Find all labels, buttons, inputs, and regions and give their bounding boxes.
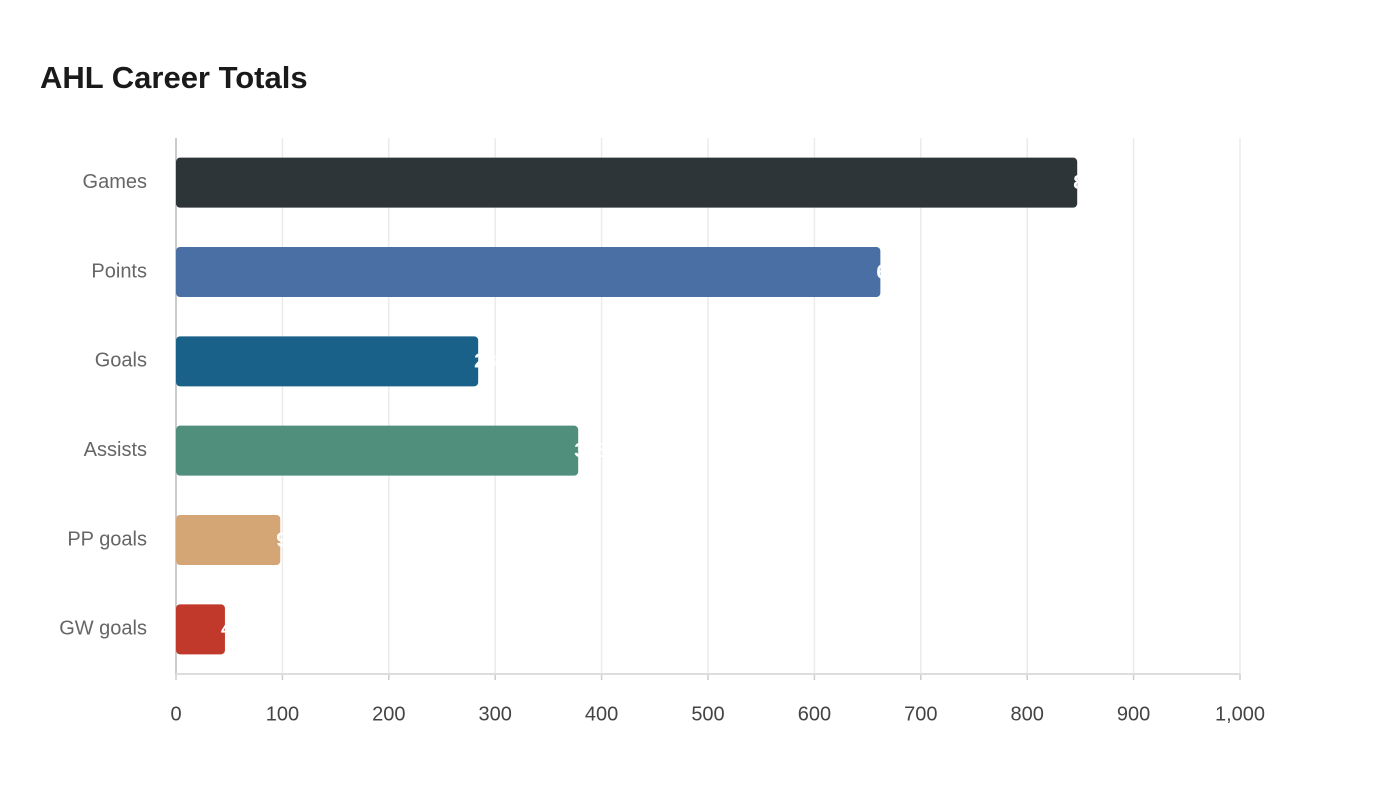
bar (176, 604, 225, 655)
y-tick-label: Points (91, 260, 147, 282)
y-tick-label: Assists (84, 439, 147, 461)
x-tick-label: 700 (904, 703, 937, 725)
y-tick-label: Games (83, 171, 147, 193)
data-label: 46 (221, 619, 243, 641)
x-tick-label: 600 (798, 703, 831, 725)
bar (176, 425, 579, 476)
x-tick-label: 1,000 (1215, 703, 1265, 725)
data-label: 378 (574, 440, 607, 462)
chart-title: AHL Career Totals (40, 60, 308, 95)
x-tick-label: 800 (1011, 703, 1044, 725)
x-tick-label: 300 (479, 703, 512, 725)
x-tick-label: 900 (1117, 703, 1150, 725)
data-label: 847 (1073, 172, 1106, 194)
bar (176, 157, 1078, 208)
y-tick-label: PP goals (67, 528, 147, 550)
y-tick-label: Goals (95, 350, 147, 372)
data-label: 98 (276, 529, 298, 551)
bar (176, 247, 881, 297)
bar (176, 336, 479, 387)
x-tick-label: 0 (170, 703, 181, 725)
y-tick-label: GW goals (59, 618, 147, 640)
x-tick-label: 500 (691, 703, 724, 725)
bar (176, 515, 281, 565)
x-tick-label: 400 (585, 703, 618, 725)
data-label: 662 (876, 261, 909, 283)
x-tick-label: 200 (372, 703, 405, 725)
data-label: 284 (474, 351, 508, 373)
x-tick-label: 100 (266, 703, 299, 725)
